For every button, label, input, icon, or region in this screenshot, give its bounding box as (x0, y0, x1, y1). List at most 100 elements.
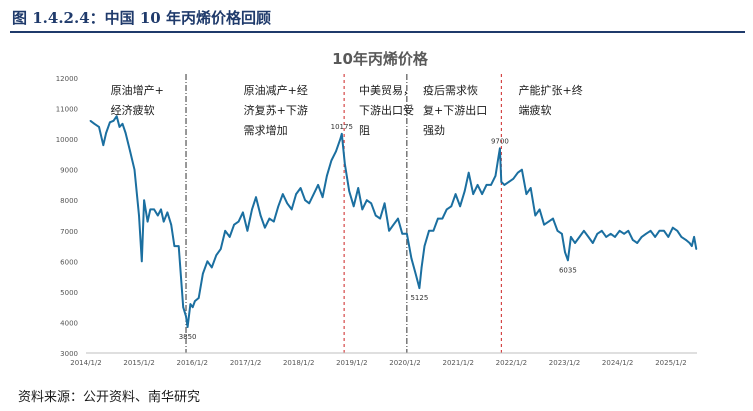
data-point (251, 208, 253, 211)
data-point (153, 208, 155, 211)
data-point (414, 272, 417, 275)
data-point (596, 233, 599, 235)
phase-dividers (185, 74, 502, 353)
data-point (348, 190, 351, 192)
data-point (308, 202, 310, 205)
data-point (321, 196, 324, 198)
data-point (344, 162, 346, 165)
data-point (105, 132, 107, 134)
data-point (177, 245, 180, 247)
data-point (512, 178, 515, 180)
data-point (191, 306, 194, 308)
data-point (645, 233, 647, 235)
data-point (472, 193, 475, 195)
x-tick-label: 2020/1/2 (389, 359, 420, 367)
data-point (304, 199, 306, 202)
data-point (658, 229, 661, 232)
data-point (401, 233, 404, 235)
data-point (503, 184, 506, 186)
x-tick-label: 2017/1/2 (230, 359, 261, 367)
phase-label-2-line-2: 阻 (359, 124, 370, 137)
data-point (124, 132, 127, 134)
phase-label-0-line-0: 原油增产+ (111, 83, 164, 97)
x-tick-label: 2015/1/2 (123, 359, 154, 367)
data-point (146, 220, 149, 223)
data-point (93, 123, 96, 125)
x-axis: 2014/1/2 2015/1/2 2016/1/2 2017/1/2 2018/1/2… (70, 352, 697, 367)
data-point (133, 168, 136, 171)
data-point (410, 257, 413, 260)
data-point (497, 156, 500, 159)
data-point (312, 193, 315, 195)
data-point (587, 236, 590, 238)
phase-label-3-line-1: 复+下游出口 (423, 103, 487, 117)
propylene-price-chart: 10年丙烯价格 3000 4000 5000 6000 7000 8000 9000 1000… (56, 50, 698, 367)
data-point (663, 229, 665, 232)
data-point (170, 223, 172, 226)
chart-title: 10年丙烯价格 (332, 50, 429, 68)
y-tick-label: 10000 (56, 136, 78, 144)
data-point (649, 229, 652, 232)
data-point (685, 239, 687, 241)
data-point (441, 217, 444, 220)
data-point (361, 208, 364, 211)
data-point (463, 190, 466, 192)
data-point (286, 202, 288, 205)
data-point (156, 214, 159, 217)
data-point (89, 119, 92, 122)
data-point (383, 202, 386, 205)
data-point (693, 236, 695, 238)
data-point (418, 287, 421, 289)
data-point (242, 211, 244, 214)
phase-label-1-line-0: 原油减产+经 (244, 83, 308, 97)
data-point (194, 300, 196, 302)
data-point (340, 132, 343, 135)
data-point (206, 260, 209, 263)
data-point (366, 199, 368, 202)
data-label: 5125 (410, 294, 428, 302)
data-point (547, 220, 550, 223)
data-point (618, 229, 621, 232)
data-point (605, 236, 607, 238)
data-point (357, 187, 360, 189)
phase-label-2-line-1: 下游出口受 (359, 103, 414, 117)
y-tick-label: 7000 (60, 228, 78, 236)
data-point (219, 248, 222, 250)
y-tick-label: 12000 (56, 75, 78, 83)
data-point (485, 184, 488, 186)
data-point (233, 223, 235, 226)
data-point (494, 174, 497, 177)
data-point (521, 168, 523, 171)
data-point (561, 233, 563, 235)
data-point (476, 184, 479, 186)
data-point (185, 315, 187, 318)
data-point (173, 245, 176, 247)
phase-label-1-line-1: 济复苏+下游 (244, 103, 308, 117)
data-point (591, 242, 594, 244)
data-point (676, 229, 679, 232)
data-point (428, 229, 430, 232)
figure-header: 图 1.4.2.4：中国 10 年丙烯价格回顾 (0, 0, 753, 33)
data-point (564, 251, 566, 253)
data-point (162, 220, 165, 223)
data-point (290, 208, 293, 211)
data-point (282, 193, 284, 195)
y-tick-label: 11000 (56, 106, 78, 114)
data-label: 6035 (559, 266, 577, 274)
data-point (680, 236, 683, 238)
data-point (352, 205, 355, 208)
phase-label-3-line-0: 疫后需求恢 (423, 83, 478, 97)
data-point (160, 208, 162, 211)
data-point (215, 254, 218, 257)
data-point (516, 171, 519, 174)
data-point (529, 187, 532, 189)
data-point (102, 144, 105, 147)
data-point (623, 233, 625, 235)
data-point (543, 223, 545, 226)
data-point (138, 214, 140, 217)
data-point (272, 220, 275, 223)
phase-label-4-line-1: 端疲软 (519, 103, 552, 117)
data-point (600, 229, 603, 232)
data-point (552, 217, 554, 220)
